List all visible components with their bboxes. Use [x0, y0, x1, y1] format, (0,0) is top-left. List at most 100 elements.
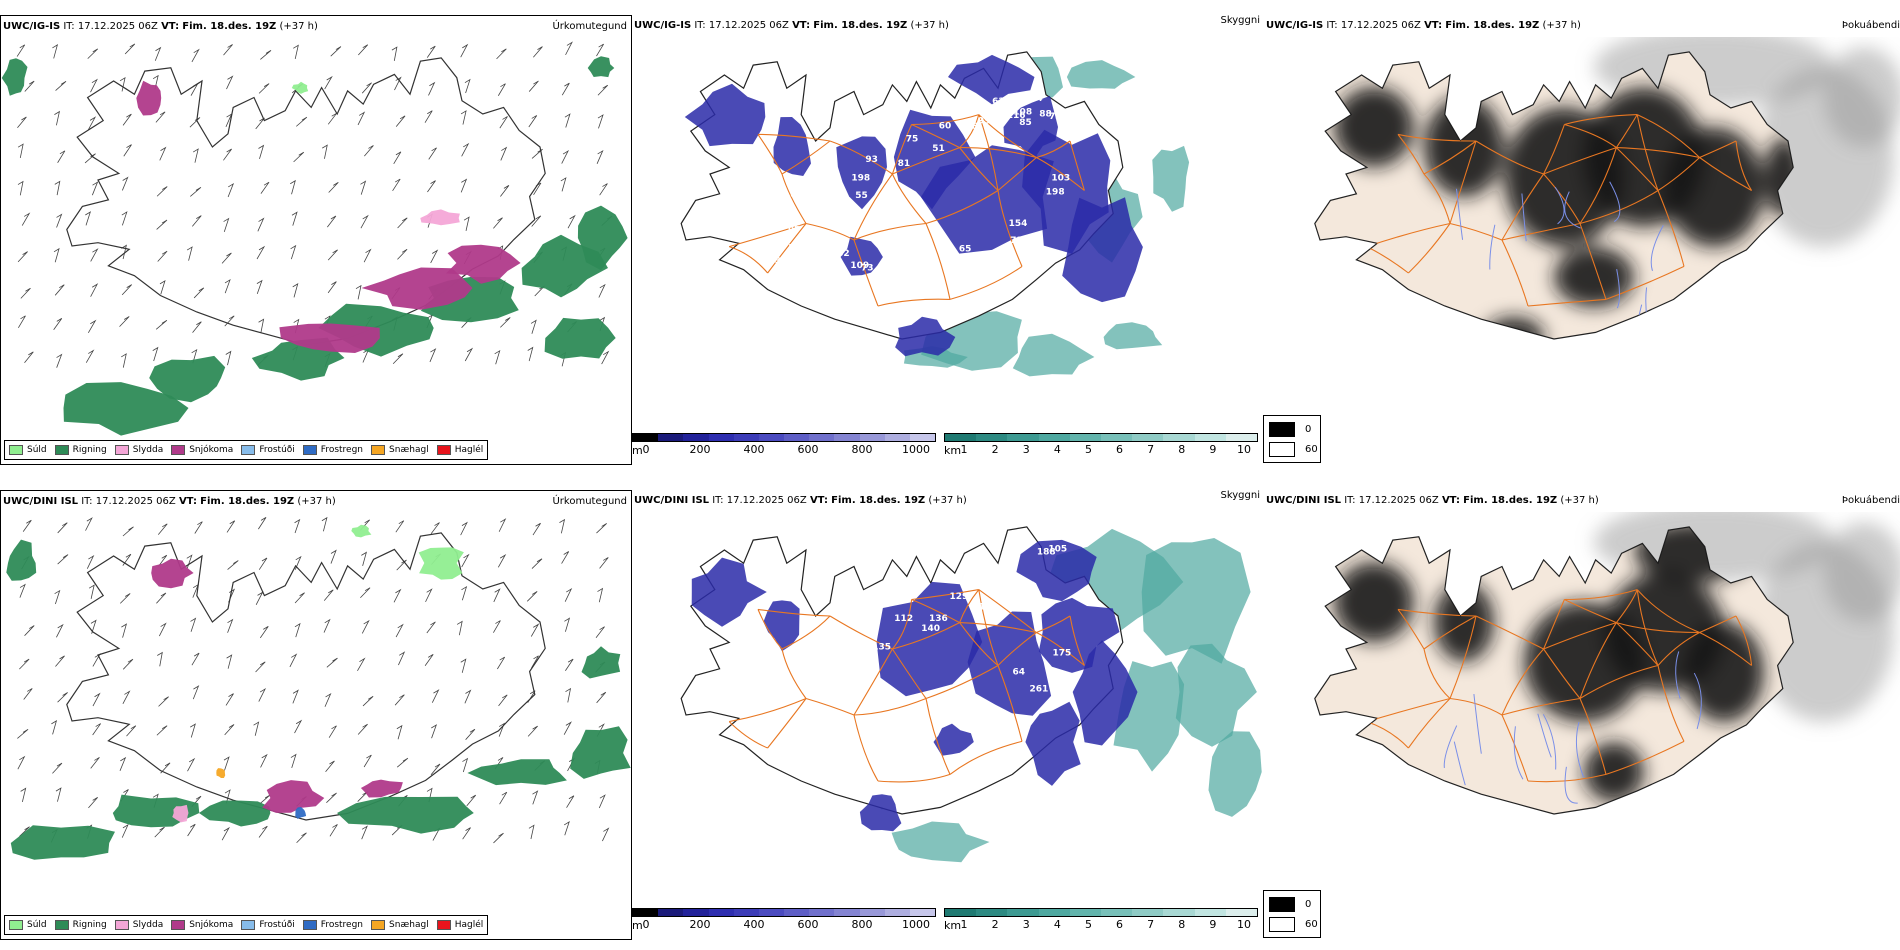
- visibility-title: Skyggni: [1220, 490, 1260, 501]
- distance-colorbar-unit: km: [944, 919, 962, 932]
- colorbar-swatch: [1194, 434, 1226, 441]
- colorbar-swatch: [1132, 909, 1164, 916]
- wind-barb: [393, 588, 402, 603]
- wind-barb: [493, 588, 501, 603]
- colorbar-tick-label: 1000: [902, 918, 930, 931]
- colorbar-swatch: [733, 909, 759, 916]
- wind-barb: [90, 619, 97, 634]
- visibility-value-label: 65: [959, 245, 972, 255]
- wind-barb: [363, 754, 372, 768]
- wind-barb: [90, 757, 100, 769]
- fog-legend-low: 60: [1269, 442, 1318, 457]
- road-segment: [978, 589, 1037, 633]
- fog-legend-low-label: 60: [1305, 919, 1318, 930]
- road-segment: [829, 140, 893, 175]
- road-segment: [1397, 134, 1425, 175]
- road-segment: [1397, 133, 1477, 142]
- road-segment: [911, 114, 979, 126]
- wind-barb: [23, 688, 33, 700]
- wind-barb: [528, 824, 535, 840]
- road-segment: [1543, 648, 1581, 699]
- wind-barb: [361, 825, 368, 840]
- precip-legend-item: Haglél: [436, 920, 483, 930]
- visibility-value-label: 109: [850, 261, 869, 271]
- wind-barb: [498, 722, 505, 737]
- fog-dark-area: [1334, 562, 1414, 642]
- colorbar-swatch: [708, 434, 734, 441]
- precip-area: [418, 547, 464, 580]
- colorbar-swatch: [1038, 909, 1070, 916]
- precip-legend-swatch: [241, 920, 256, 930]
- road-segment: [1527, 298, 1607, 307]
- visibility-value-labels: 175 64 261 282 43 61 59 56 224 135 75 84 61 128 112 136…: [746, 544, 1072, 765]
- wind-barb: [427, 180, 436, 193]
- road-segment: [959, 622, 1037, 634]
- visibility-value-label: 112: [894, 614, 913, 624]
- wind-barb: [156, 186, 168, 197]
- wind-barb: [561, 150, 570, 164]
- precip-area: [149, 355, 226, 403]
- precip-legend-item: Snæhagl: [371, 920, 429, 930]
- wind-barb: [430, 249, 439, 264]
- wind-barb: [16, 44, 26, 57]
- wind-barb: [221, 826, 230, 841]
- wind-barb: [498, 694, 508, 707]
- visibility-value-label: 60: [820, 686, 833, 696]
- wind-barb: [186, 554, 193, 569]
- wind-barb: [192, 148, 199, 163]
- wind-barb: [258, 688, 267, 702]
- precip-legend-swatch: [371, 445, 386, 455]
- wind-barb: [187, 757, 196, 772]
- visibility-km-area: [1175, 643, 1257, 747]
- road-segment: [925, 190, 999, 225]
- fog-legend-high-label: 0: [1305, 899, 1312, 910]
- precip-area: [577, 205, 628, 271]
- visibility-value-label: 33: [785, 276, 798, 286]
- precip-legend: Súld Rigning Slydda Snjókoma Frostúði Frostre…: [4, 915, 489, 935]
- wind-barb: [460, 521, 468, 536]
- wind-barb: [119, 76, 126, 92]
- wind-barb: [294, 555, 302, 570]
- precip-legend-label: Snæhagl: [389, 920, 429, 930]
- road-segment: [1069, 615, 1085, 666]
- wind-barb: [226, 654, 233, 669]
- road-segment: [1579, 664, 1659, 699]
- road-segment: [1636, 114, 1659, 191]
- precip-area: [291, 81, 309, 94]
- road-segment: [1699, 140, 1737, 159]
- wind-barb: [499, 116, 508, 129]
- wind-barb: [460, 178, 468, 193]
- wind-barb: [428, 147, 437, 160]
- wind-barb: [527, 346, 534, 362]
- wind-barb: [355, 284, 362, 300]
- wind-barb: [462, 827, 471, 840]
- wind-barb: [361, 619, 370, 634]
- fog-indicator-panel: UWC/IG-IS IT: 17.12.2025 06Z VT: Fim. 18…: [1263, 15, 1900, 465]
- precip-legend-label: Frostúði: [259, 920, 295, 930]
- wind-barb: [360, 214, 369, 229]
- road-segment: [1699, 157, 1752, 191]
- precip-legend-item: Haglél: [436, 445, 483, 455]
- wind-barb: [57, 692, 68, 703]
- wind-barb: [527, 725, 538, 737]
- road-segment: [1449, 615, 1477, 699]
- wind-barb: [328, 182, 339, 193]
- colorbar-swatch: [884, 909, 910, 916]
- visibility-value-label: 75: [906, 135, 919, 145]
- wind-barb: [158, 696, 169, 707]
- wind-barb: [327, 215, 337, 228]
- wind-barb: [258, 83, 270, 94]
- wind-barb: [186, 246, 193, 261]
- wind-barb: [394, 76, 402, 91]
- colorbar-tick-label: 0: [642, 918, 650, 931]
- wind-barb: [326, 792, 337, 804]
- road-segment: [959, 147, 1037, 159]
- road-segment: [757, 133, 831, 142]
- road-segment: [1543, 599, 1565, 650]
- colorbar-tick-label: 9: [1209, 918, 1217, 931]
- precip-area: [172, 804, 189, 823]
- wind-barb: [121, 211, 128, 226]
- road-segment: [853, 239, 879, 307]
- wind-barb: [18, 315, 26, 329]
- wind-barb: [193, 287, 205, 299]
